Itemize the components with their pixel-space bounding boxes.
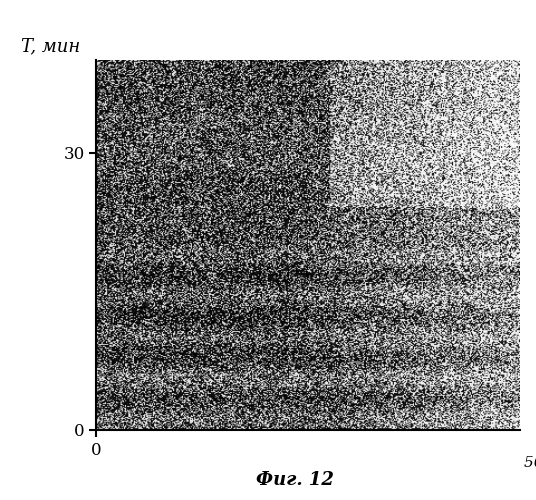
Text: 50 F, Гц: 50 F, Гц [524, 455, 536, 469]
Text: T, мин: T, мин [21, 37, 81, 55]
Text: Фиг. 12: Фиг. 12 [256, 471, 334, 489]
